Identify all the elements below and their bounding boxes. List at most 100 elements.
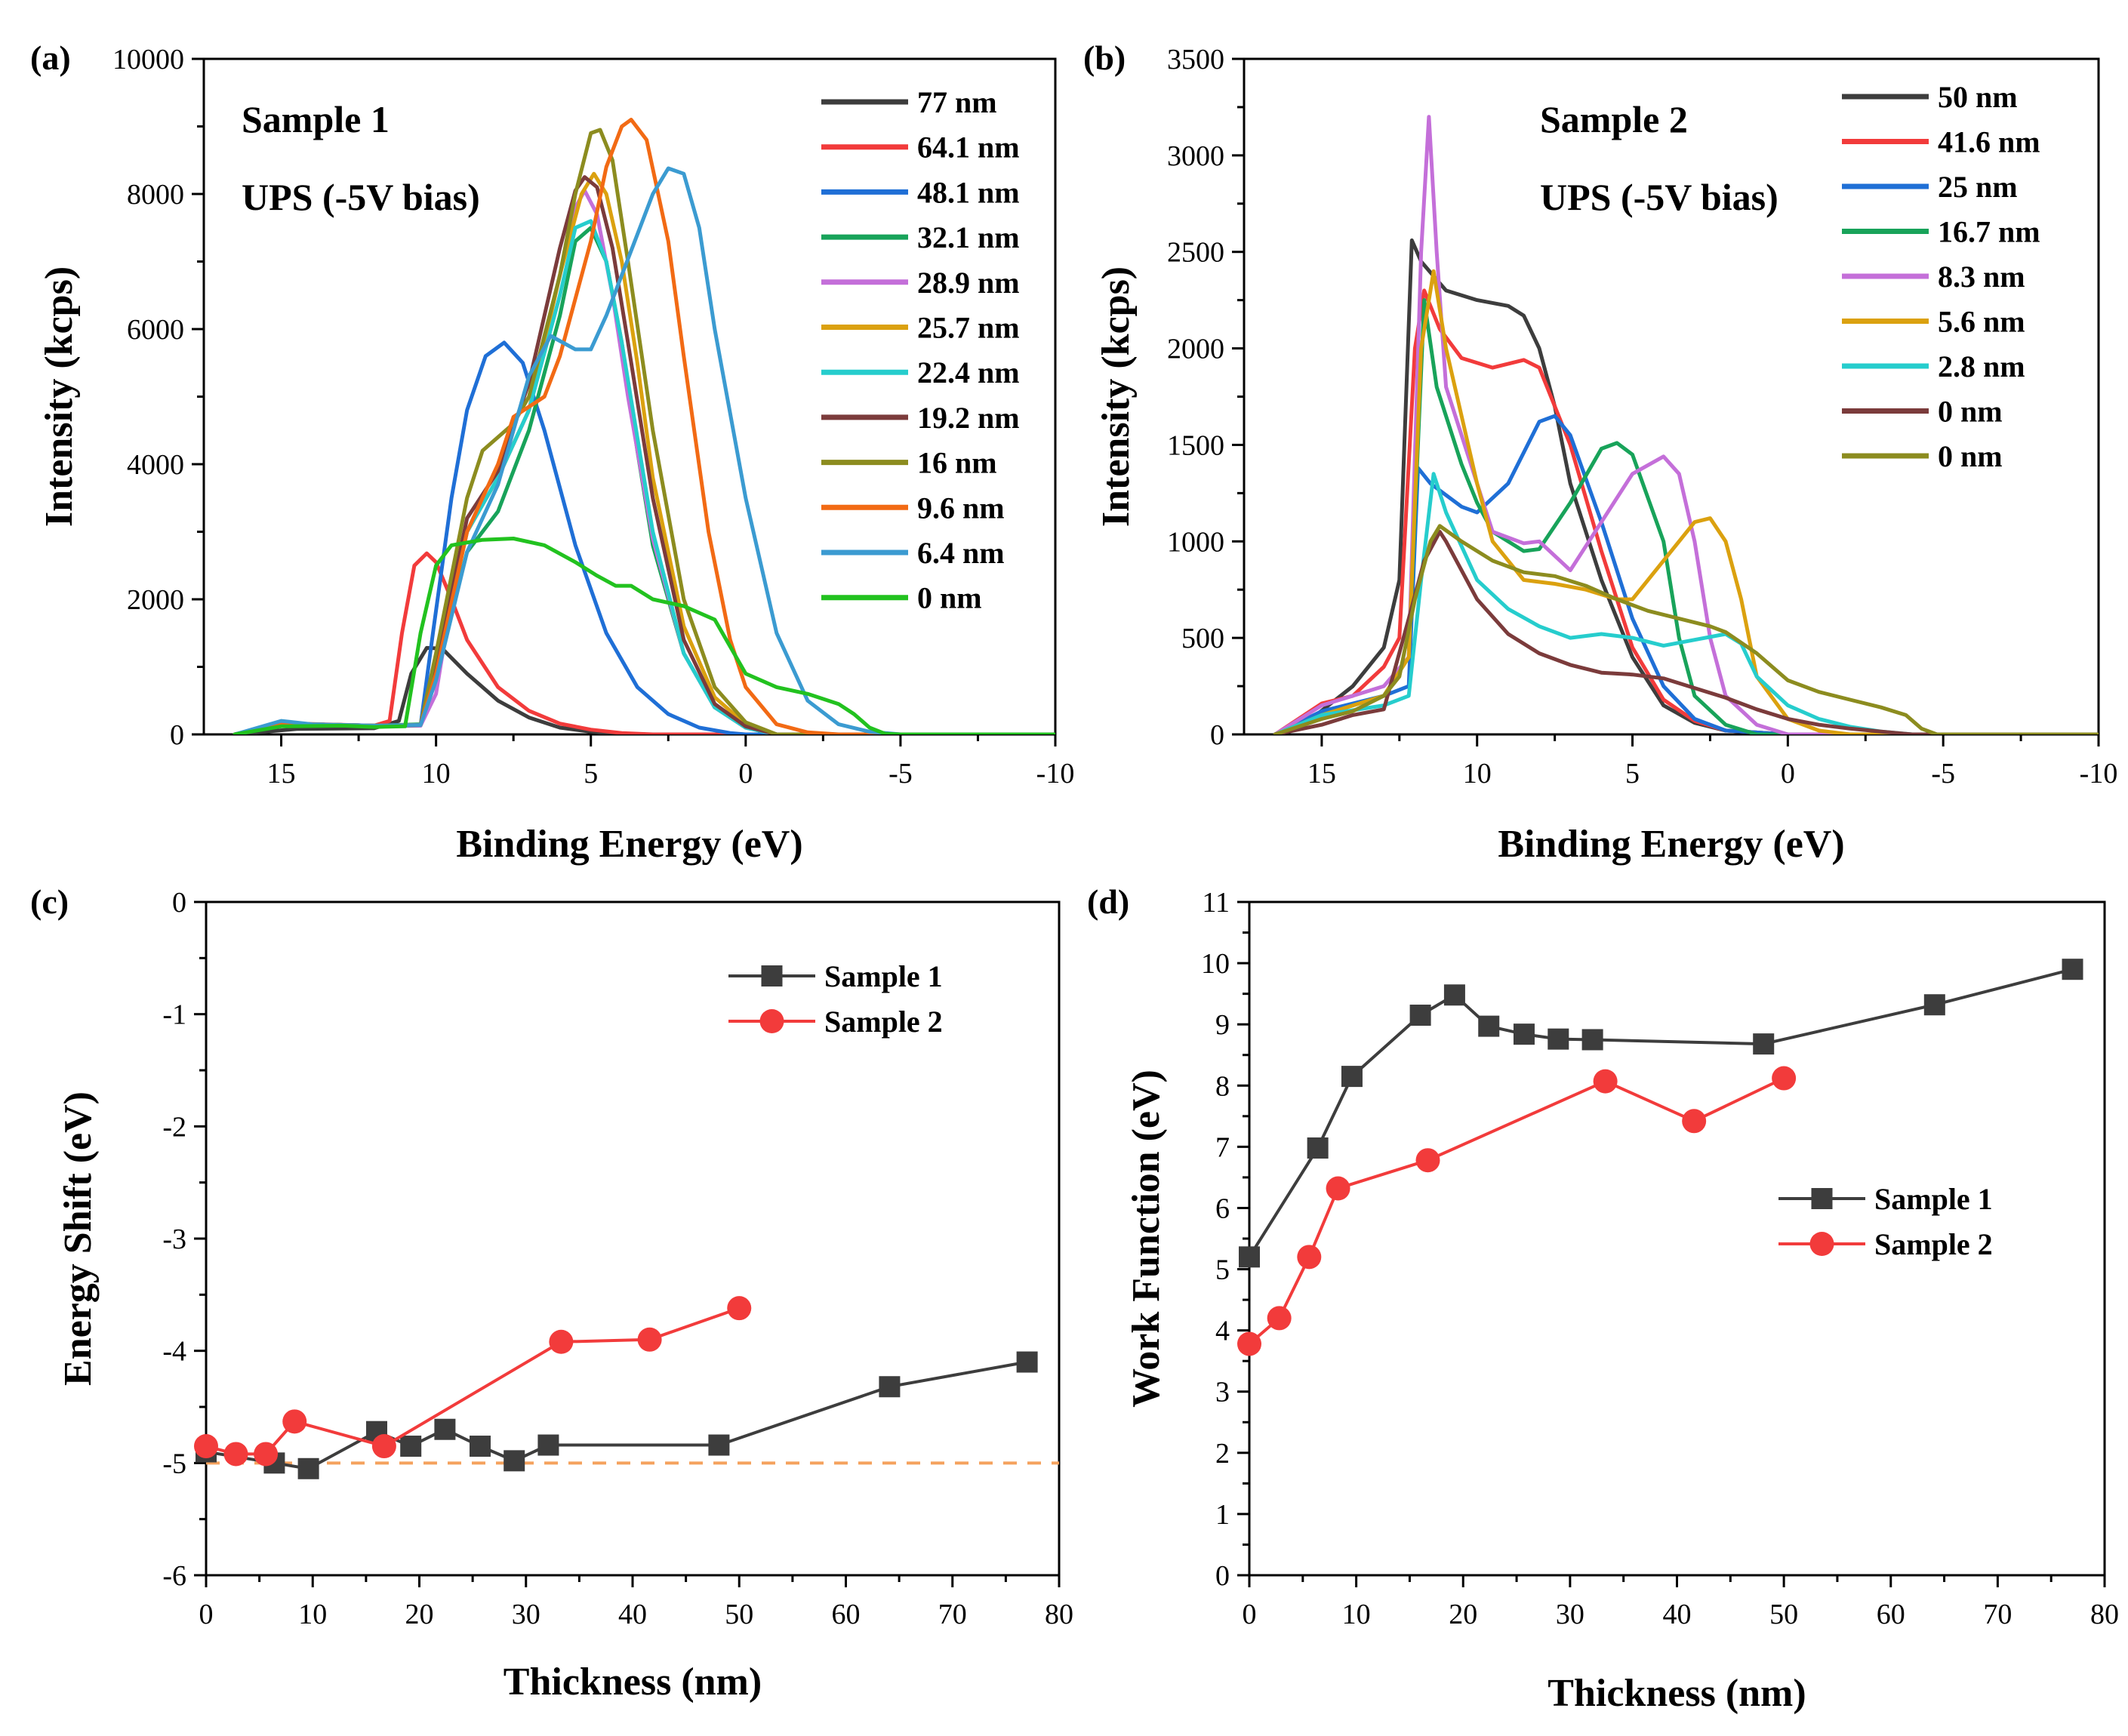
series-7 xyxy=(1273,530,2099,734)
x-tick-label: 5 xyxy=(1625,758,1640,790)
data-point xyxy=(1513,1023,1535,1045)
series-8 xyxy=(1273,524,2099,734)
series-0 xyxy=(1249,968,2074,1259)
legend-label: 16.7 nm xyxy=(1938,215,2040,249)
data-point xyxy=(637,1327,662,1352)
x-tick-label: 70 xyxy=(938,1599,967,1630)
plot-frame xyxy=(205,900,1061,1577)
x-tick-label: 80 xyxy=(1045,1599,1073,1630)
x-tick-label: 0 xyxy=(1243,1599,1257,1630)
y-tick-label: 500 xyxy=(1181,623,1224,654)
legend-label: 77 nm xyxy=(917,85,997,119)
x-axis-label: Binding Energy (eV) xyxy=(456,823,802,866)
legend-label: 25.7 nm xyxy=(917,311,1020,345)
annotation: Sample 2 xyxy=(1540,98,1688,140)
series-10 xyxy=(233,166,1055,734)
chart-c: (c) 0 10 20 30 40 50 60 70 80 0 -1 -2 -3 -4 -5 -6 Thickne… xyxy=(30,882,1073,1704)
legend-label: Sample 1 xyxy=(1874,1182,1993,1216)
panel-label: (c) xyxy=(30,882,69,921)
x-axis-label: Thickness (nm) xyxy=(1547,1672,1806,1715)
x-tick-label: -5 xyxy=(1931,758,1955,790)
data-point xyxy=(1307,1137,1329,1159)
y-tick-label: 2000 xyxy=(1167,334,1224,365)
legend-label: 32.1 nm xyxy=(917,220,1020,254)
legend-marker xyxy=(1809,1232,1834,1256)
legend-label: 48.1 nm xyxy=(917,175,1020,209)
legend: 50 nm 41.6 nm 25 nm 16.7 nm 8.3 nm 5.6 nm 2.8 … xyxy=(1842,80,2040,473)
y-tick-label: 1000 xyxy=(1167,526,1224,558)
x-tick-label: 80 xyxy=(2090,1599,2119,1630)
legend-label: 19.2 nm xyxy=(917,401,1020,435)
x-tick-label: 0 xyxy=(199,1599,214,1630)
panel-label: (d) xyxy=(1087,882,1129,921)
x-tick-label: 60 xyxy=(832,1599,861,1630)
data-point xyxy=(470,1436,491,1457)
y-tick-label: 0 xyxy=(1215,1560,1230,1592)
data-point xyxy=(727,1296,752,1321)
data-point xyxy=(879,1376,901,1398)
data-point xyxy=(297,1457,319,1479)
y-tick-label: 11 xyxy=(1202,887,1230,919)
series-line xyxy=(233,166,1055,734)
x-tick-label: 10 xyxy=(1342,1599,1371,1630)
x-tick-label: -5 xyxy=(888,758,913,790)
x-tick-label: 50 xyxy=(1769,1599,1798,1630)
legend-label: Sample 2 xyxy=(1874,1227,1993,1261)
y-tick-label: 0 xyxy=(172,887,186,919)
legend-label: 41.6 nm xyxy=(1938,125,2040,159)
legend-label: 5.6 nm xyxy=(1938,305,2025,339)
data-point xyxy=(1409,1005,1431,1027)
y-tick-label: -6 xyxy=(162,1560,186,1592)
series-0 xyxy=(206,1360,1029,1470)
x-tick-label: 15 xyxy=(267,758,296,790)
y-tick-label: 5 xyxy=(1215,1254,1230,1286)
series-line xyxy=(1249,968,2074,1259)
data-point xyxy=(1923,994,1945,1016)
x-tick-label: 5 xyxy=(584,758,598,790)
data-point xyxy=(549,1329,574,1354)
panel-label: (a) xyxy=(30,38,71,77)
series-0 xyxy=(233,645,1055,734)
data-point xyxy=(194,1434,218,1459)
y-tick-label: 8000 xyxy=(127,179,184,211)
x-tick-label: 0 xyxy=(738,758,753,790)
x-tick-label: 10 xyxy=(298,1599,327,1630)
data-point xyxy=(504,1450,525,1472)
x-tick-label: 10 xyxy=(1463,758,1492,790)
legend-label: 0 nm xyxy=(917,581,982,615)
y-tick-label: 6 xyxy=(1215,1193,1230,1224)
x-axis-label: Binding Energy (eV) xyxy=(1498,823,1844,866)
data-point xyxy=(1341,1066,1363,1088)
data-point xyxy=(1237,1331,1261,1356)
legend-label: 64.1 nm xyxy=(917,131,1020,165)
legend-label: 0 nm xyxy=(1938,439,2003,473)
series-line xyxy=(1273,288,2099,734)
series-line xyxy=(1273,472,2099,734)
y-tick-label: 3000 xyxy=(1167,140,1224,172)
data-point xyxy=(1239,1246,1260,1268)
series-1 xyxy=(206,1307,741,1456)
x-tick-label: 15 xyxy=(1307,758,1336,790)
annotation: Sample 1 xyxy=(242,98,390,140)
y-tick-label: 3 xyxy=(1215,1377,1230,1408)
y-tick-label: 10000 xyxy=(112,44,184,75)
legend-label: 6.4 nm xyxy=(917,536,1005,570)
x-tick-label: 50 xyxy=(725,1599,753,1630)
series-line xyxy=(233,645,1055,734)
data-point xyxy=(1478,1015,1500,1037)
legend-label: 28.9 nm xyxy=(917,266,1020,300)
chart-a: (a) 15 10 5 0 -5 -10 0 2000 4000 6000 8000 10000 Bind… xyxy=(30,38,1074,866)
series-markers xyxy=(194,1296,752,1467)
y-tick-label: 6000 xyxy=(127,314,184,346)
data-point xyxy=(1443,984,1465,1006)
data-point xyxy=(1297,1245,1322,1270)
y-tick-label: 4 xyxy=(1215,1316,1230,1347)
x-tick-label: 30 xyxy=(1556,1599,1584,1630)
y-tick-label: 4000 xyxy=(127,449,184,481)
data-point xyxy=(223,1442,248,1467)
y-tick-label: 7 xyxy=(1215,1131,1230,1163)
legend-label: Sample 1 xyxy=(824,959,943,993)
y-tick-label: -3 xyxy=(162,1224,186,1255)
x-tick-label: 70 xyxy=(1983,1599,2012,1630)
y-tick-label: 2500 xyxy=(1167,237,1224,269)
